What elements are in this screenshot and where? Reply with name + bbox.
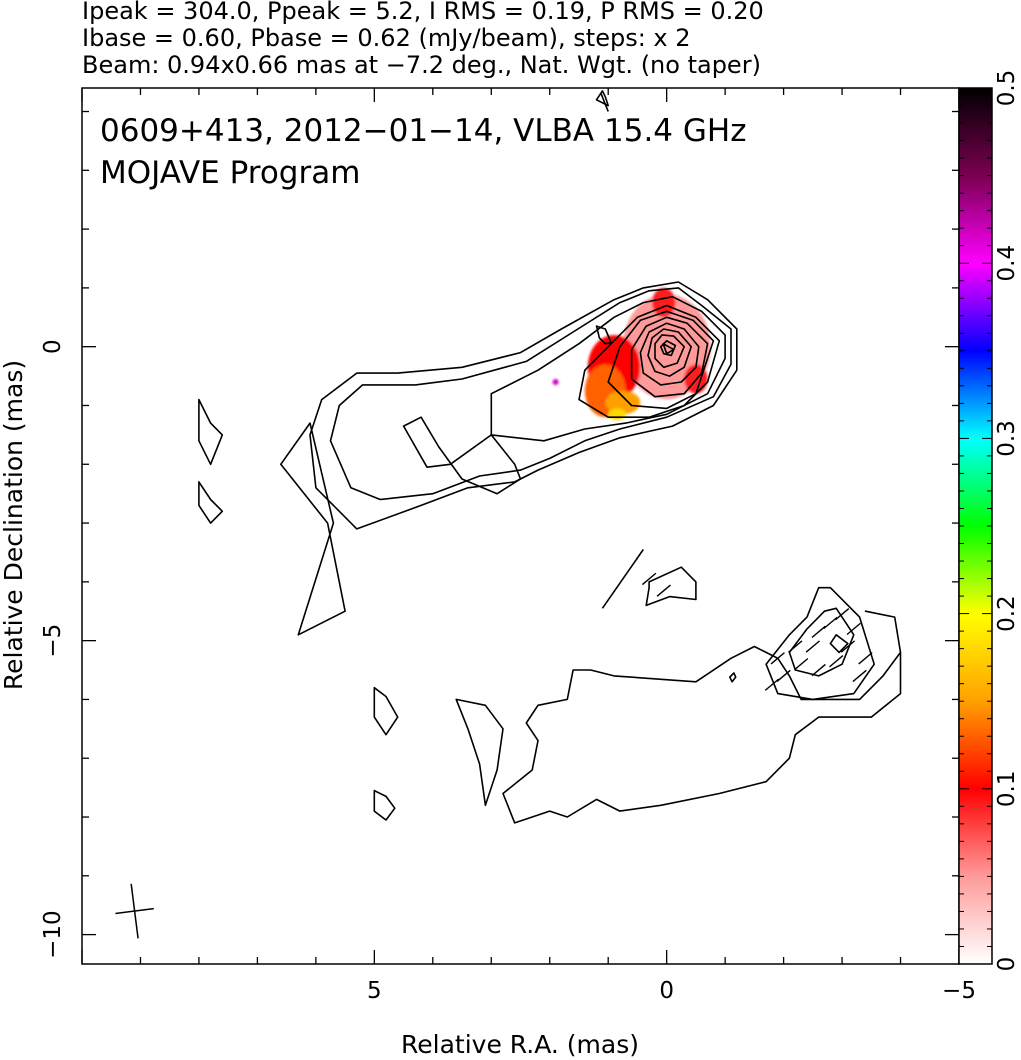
intensity-contour [373, 686, 399, 736]
intensity-contour [198, 398, 224, 466]
y-tick-label: 0 [40, 339, 66, 354]
axis-ticks: 5 0 −5 0 −5 −10 [40, 88, 976, 1004]
y-tick-label: −5 [40, 624, 66, 658]
x-tick-label: 5 [367, 978, 382, 1004]
beam-marker [115, 883, 154, 939]
intensity-contour [329, 287, 732, 501]
evpa-vector [858, 652, 873, 665]
polarization-vectors [641, 572, 873, 691]
source-title: 0609+413, 2012−01−14, VLBA 15.4 GHz [100, 113, 746, 149]
intensity-contour [645, 566, 697, 607]
intensity-contour [647, 328, 693, 377]
evpa-vector [793, 657, 809, 671]
evpa-vector [641, 572, 657, 586]
evpa-vector [776, 669, 791, 683]
evpa-vector [764, 678, 780, 691]
intensity-contour [630, 316, 709, 398]
intensity-contour [600, 93, 609, 112]
evpa-vector [656, 584, 671, 597]
intensity-contour [829, 633, 849, 654]
polarization-patch [608, 408, 626, 421]
evpa-vector [805, 640, 821, 653]
program-name: MOJAVE Program [100, 155, 360, 191]
total-intensity-contours [198, 90, 902, 824]
evpa-vector [811, 625, 826, 638]
evpa-vector [852, 669, 867, 683]
evpa-vector [829, 655, 844, 668]
intensity-contour [309, 281, 738, 530]
intensity-contour [601, 549, 644, 609]
intensity-contour [662, 342, 675, 355]
y-tick-label: −10 [40, 910, 66, 959]
evpa-vector [770, 652, 785, 665]
x-tick-label: 0 [659, 978, 674, 1004]
intensity-contour [578, 304, 721, 419]
evpa-vector [846, 622, 861, 636]
colorbar-tick-label: 0 [994, 957, 1020, 972]
intensity-contour [279, 422, 346, 636]
y-axis-label: Relative Declination (mas) [0, 360, 28, 690]
evpa-vector [823, 616, 838, 630]
colorbar-tick-label: 0.4 [994, 245, 1020, 282]
colorbar-tick-label: 0.5 [994, 70, 1020, 107]
intensity-contour [595, 90, 610, 107]
evpa-vector [788, 640, 803, 653]
colorbar-tick-label: 0.3 [994, 420, 1020, 457]
header-peak-rms: Ipeak = 304.0, Ppeak = 5.2, I RMS = 0.19… [82, 0, 764, 25]
intensity-contour [595, 325, 612, 345]
beam-minor-axis [115, 907, 154, 915]
colorbar-tick-label: 0.1 [994, 771, 1020, 808]
x-axis-label: Relative R.A. (mas) [401, 1030, 639, 1059]
intensity-contour [765, 586, 876, 701]
intensity-contour [198, 481, 224, 524]
intensity-contour [402, 295, 726, 495]
evpa-vector [811, 663, 826, 677]
intensity-contour [654, 334, 686, 369]
header-beam: Beam: 0.94x0.66 mas at −7.2 deg., Nat. W… [82, 51, 761, 79]
intensity-contour [639, 322, 700, 386]
evpa-vector [834, 608, 850, 621]
intensity-contour [659, 339, 677, 357]
colorbar-ticks: 0 0.1 0.2 0.3 0.4 0.5 [959, 70, 1020, 972]
plot-frame [81, 87, 960, 965]
colorbar-tick-label: 0.2 [994, 595, 1020, 632]
intensity-contour [455, 698, 504, 807]
polarization-patch [605, 390, 641, 415]
evpa-vector [840, 640, 856, 653]
header-base-steps: Ibase = 0.60, Pbase = 0.62 (mJy/beam), s… [82, 24, 691, 52]
intensity-contour [373, 789, 396, 821]
x-tick-label: −5 [942, 978, 976, 1004]
polarization-patch [552, 378, 559, 385]
plot-area [115, 90, 902, 939]
intensity-contour [728, 672, 737, 683]
intensity-contour [502, 610, 902, 824]
intensity-contour [607, 310, 715, 410]
